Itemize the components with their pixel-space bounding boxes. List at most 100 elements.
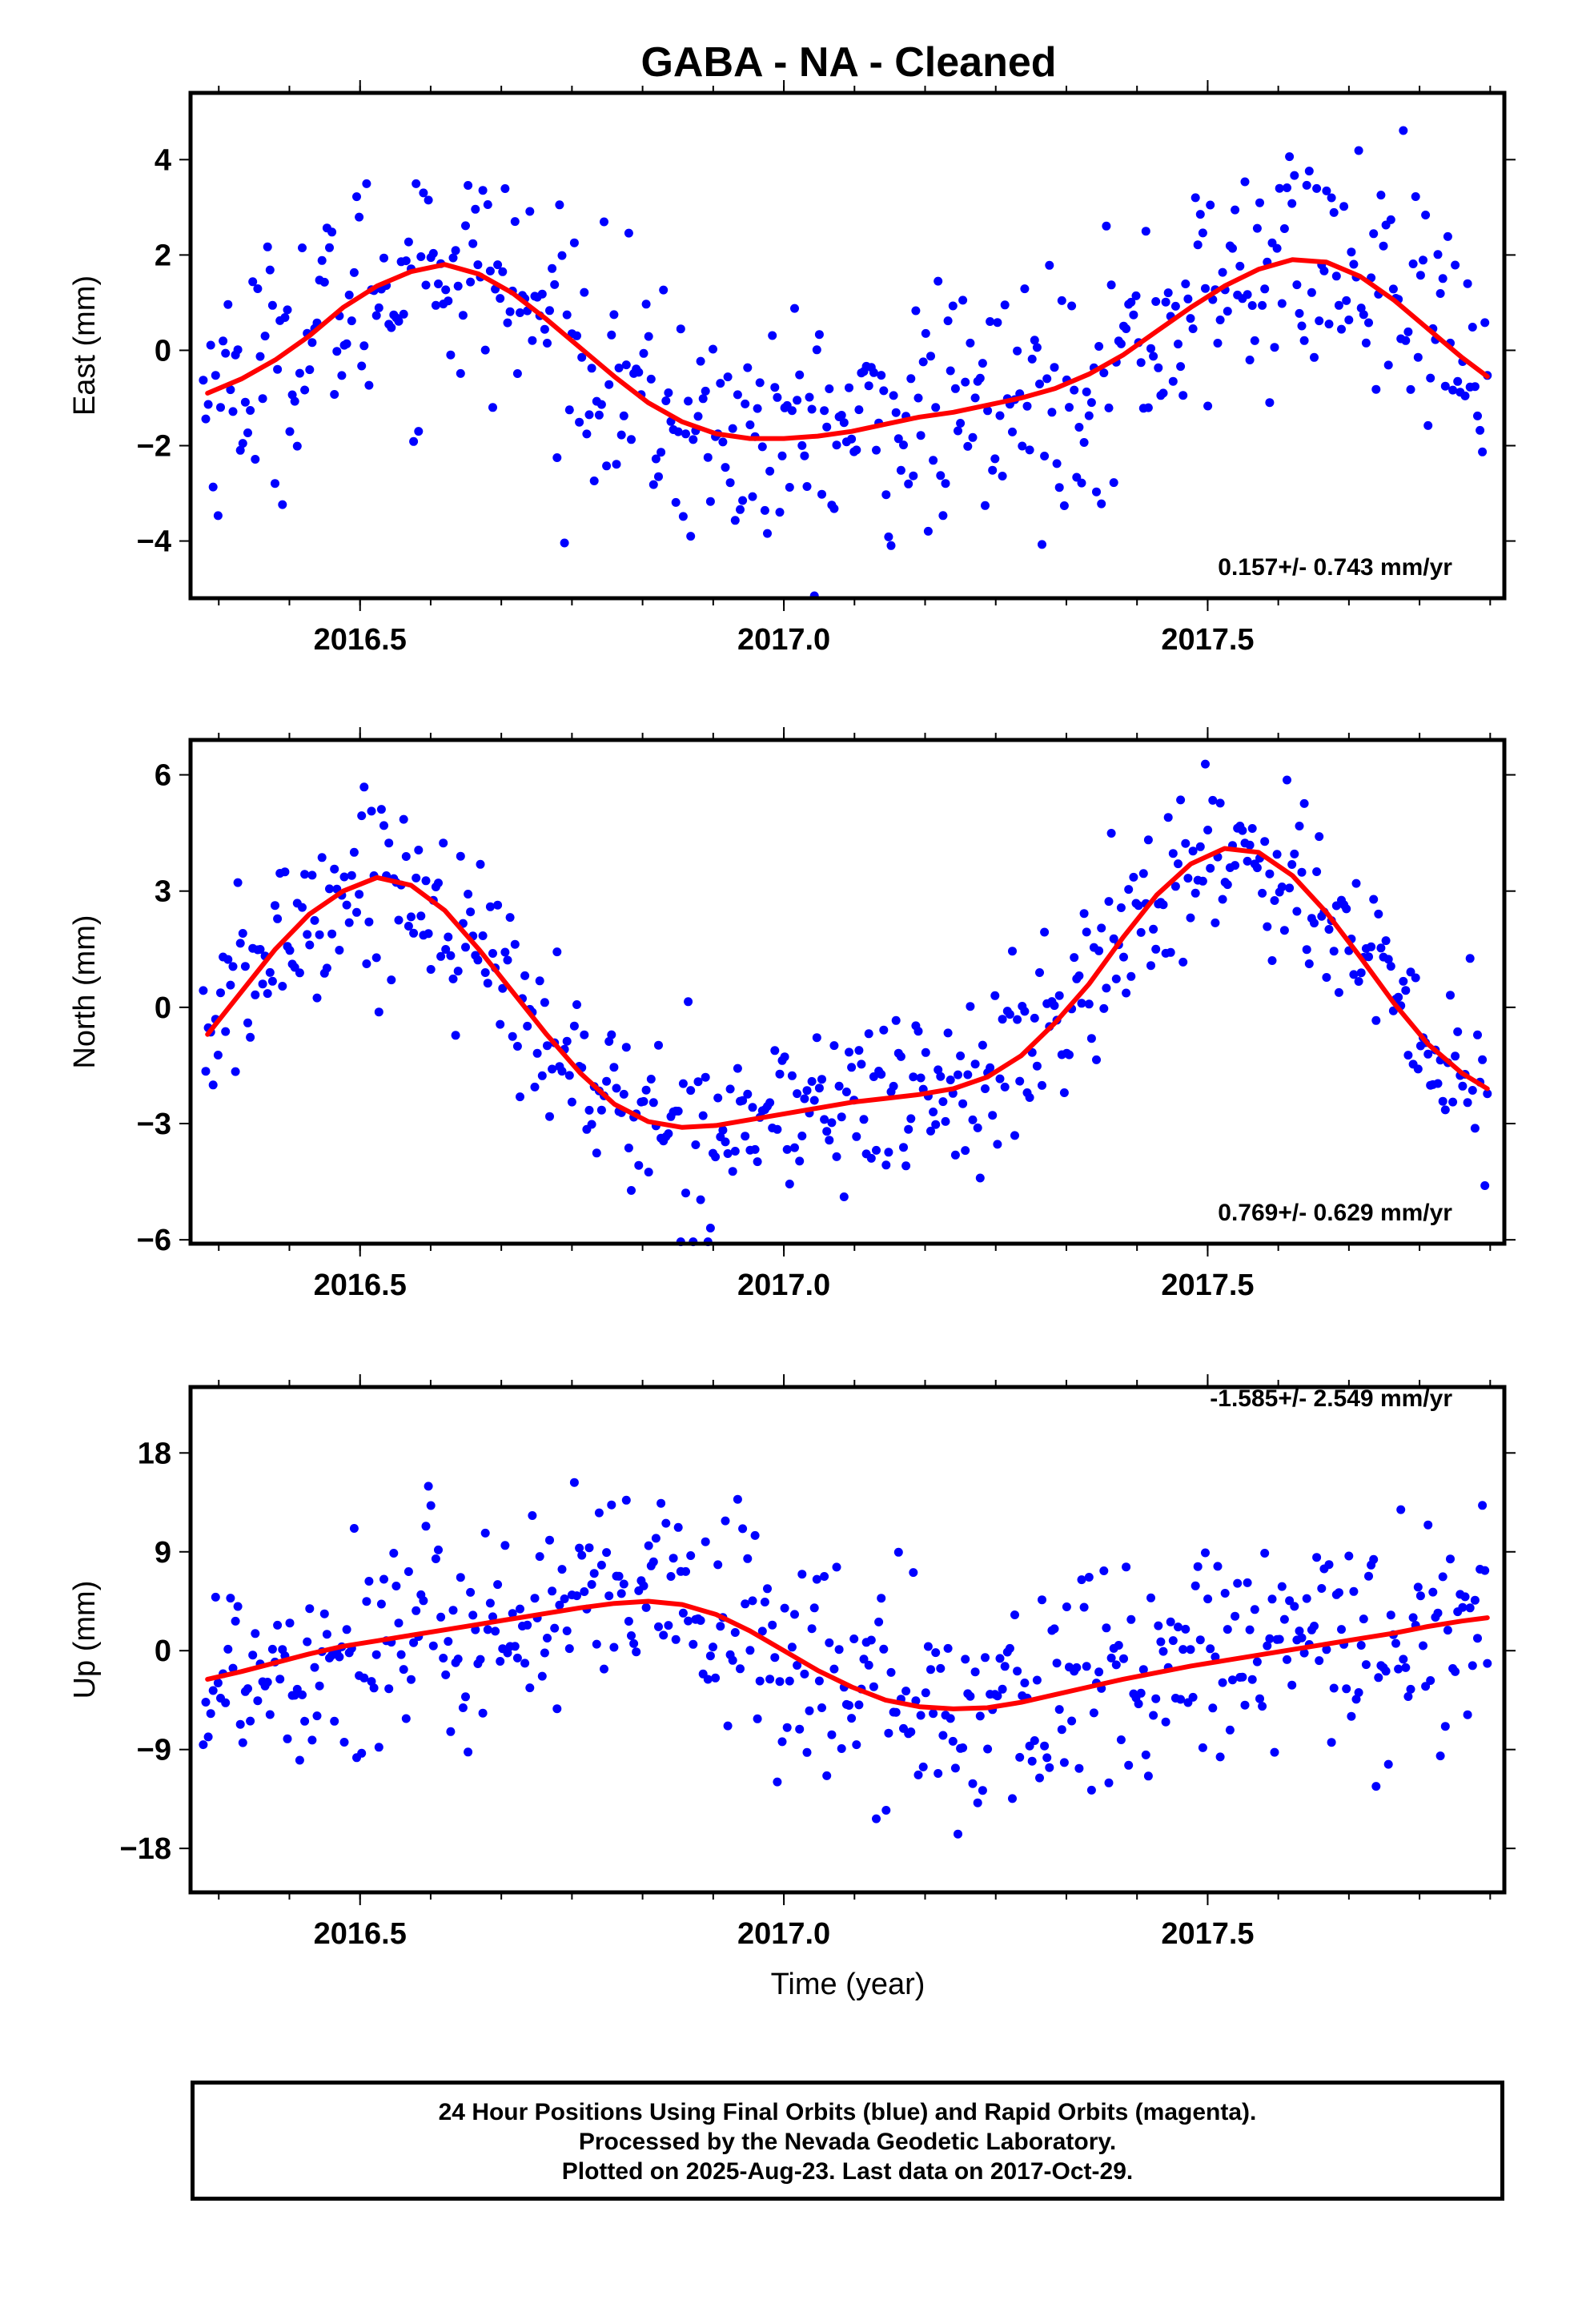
position-point (1322, 1645, 1331, 1655)
position-point (1334, 300, 1343, 310)
position-point (201, 1698, 211, 1707)
position-point (1045, 1763, 1054, 1772)
position-point (540, 998, 549, 1007)
position-point (567, 1097, 576, 1107)
position-point (1223, 307, 1232, 316)
position-point (1062, 1602, 1071, 1611)
position-point (203, 400, 213, 409)
position-point (305, 1604, 315, 1614)
position-point (958, 296, 968, 305)
x-tick-label: 2017.5 (1161, 623, 1254, 657)
position-point (371, 953, 381, 963)
x-axis-label: Time (year) (771, 1968, 926, 2001)
position-point (1265, 398, 1275, 408)
position-point (1195, 1635, 1205, 1645)
position-point (733, 390, 742, 400)
position-point (530, 1082, 540, 1092)
position-point (1426, 1676, 1435, 1685)
position-point (496, 294, 505, 304)
position-point (998, 472, 1007, 480)
position-point (1215, 1752, 1225, 1762)
position-point (1054, 483, 1064, 493)
position-point (661, 1518, 671, 1528)
position-point (560, 538, 569, 548)
position-point (1267, 956, 1277, 965)
position-point (983, 406, 993, 416)
position-point (1065, 403, 1074, 412)
position-point (1277, 883, 1287, 891)
position-point (208, 1080, 218, 1090)
position-point (500, 184, 510, 193)
position-point (1191, 888, 1200, 898)
position-point (782, 1723, 792, 1732)
position-point (498, 267, 508, 276)
position-point (1379, 241, 1388, 251)
position-point (421, 1522, 431, 1531)
position-point (1151, 297, 1161, 306)
position-point (233, 345, 243, 355)
position-point (399, 1665, 408, 1675)
position-point (1104, 1778, 1114, 1787)
position-point (817, 1703, 826, 1712)
position-point (857, 1059, 866, 1069)
position-point (673, 1522, 683, 1532)
position-point (505, 913, 515, 923)
position-point (725, 478, 735, 488)
position-point (1166, 947, 1175, 957)
position-point (1342, 296, 1351, 305)
position-point (391, 1582, 401, 1590)
position-point (233, 878, 243, 887)
position-point (1468, 323, 1477, 332)
position-point (1151, 944, 1161, 954)
position-point (1408, 1613, 1418, 1622)
position-point (325, 243, 334, 252)
position-point (243, 428, 252, 437)
position-point (416, 252, 426, 261)
x-tick-label: 2017.5 (1161, 1917, 1254, 1951)
position-point (1240, 1700, 1250, 1710)
position-point (1025, 1093, 1034, 1102)
position-point (800, 1094, 809, 1104)
position-point (1188, 1692, 1198, 1702)
position-point (1176, 362, 1186, 372)
position-point (809, 1096, 819, 1105)
position-point (1059, 1758, 1069, 1767)
position-point (315, 1681, 324, 1691)
position-point (335, 946, 344, 955)
position-point (1146, 1593, 1155, 1602)
position-point (330, 864, 339, 874)
plot-frame (188, 90, 1507, 601)
position-point (1438, 1096, 1447, 1106)
position-point (456, 1573, 465, 1582)
position-point (1361, 338, 1371, 348)
position-point (807, 1076, 817, 1086)
position-point (834, 1081, 844, 1091)
position-point (970, 393, 980, 403)
position-point (510, 1642, 520, 1651)
position-point (265, 265, 275, 275)
position-point (312, 1711, 322, 1721)
position-point (557, 1565, 567, 1574)
position-point (1077, 999, 1086, 1008)
position-point (963, 441, 973, 451)
position-point (978, 1786, 987, 1795)
position-point (1453, 1027, 1463, 1036)
position-point (1451, 1667, 1460, 1676)
position-point (255, 945, 265, 954)
position-point (966, 338, 975, 348)
position-point (1344, 316, 1354, 324)
position-point (1084, 999, 1094, 1009)
position-point (913, 1027, 923, 1036)
position-point (913, 1770, 923, 1779)
position-point (1419, 255, 1427, 265)
position-point (909, 1072, 918, 1082)
position-point (1174, 859, 1182, 869)
position-point (476, 859, 485, 869)
position-point (607, 330, 616, 340)
position-point (349, 847, 359, 857)
position-point (1245, 356, 1255, 364)
position-point (666, 1572, 676, 1581)
position-point (745, 420, 755, 429)
position-point (201, 1067, 211, 1076)
position-point (621, 360, 631, 370)
